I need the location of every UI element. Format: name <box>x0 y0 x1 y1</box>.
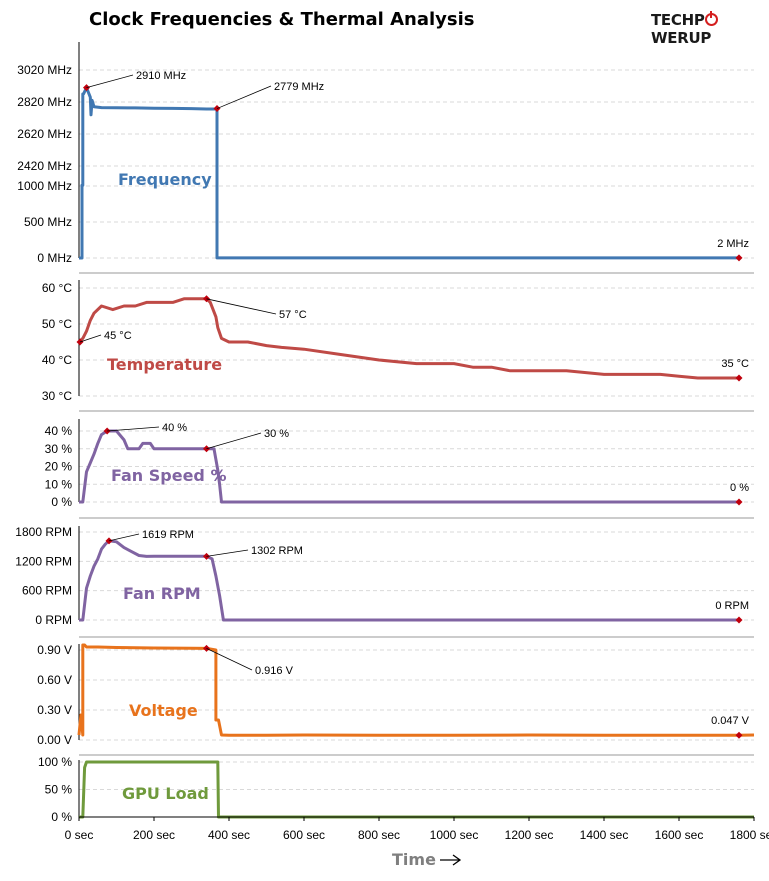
x-axis-tick-label: 1600 sec <box>655 828 704 842</box>
fan-speed-idle-label: 0 % <box>730 482 749 494</box>
fan-speed-sustained-leader <box>206 432 262 450</box>
power-icon <box>704 11 718 26</box>
x-axis-tick-label: 1800 sec <box>730 828 769 842</box>
fan-rpm-y-tick: 1800 RPM <box>15 525 72 539</box>
fan-speed-y-tick: 40 % <box>45 424 73 438</box>
voltage-series-line <box>77 643 755 737</box>
freq-y-tick: 500 MHz <box>24 215 72 229</box>
freq-sustained-label: 2779 MHz <box>274 81 324 93</box>
voltage-y-tick: 0.00 V <box>37 733 72 747</box>
temp-end-label: 35 °C <box>721 358 749 370</box>
voltage-panel-label: Voltage <box>129 701 198 720</box>
fan-rpm-peak-leader <box>108 533 140 542</box>
temp-y-tick: 30 °C <box>42 389 72 403</box>
frequency-series-line <box>79 86 739 260</box>
techpowerup-logo: TECHPWERUP <box>651 11 769 47</box>
freq-y-tick: 3020 MHz <box>17 63 72 77</box>
fan-speed-sustained-label: 30 % <box>264 428 289 440</box>
freq-y-tick: 0 MHz <box>37 251 72 265</box>
freq-y-tick: 1000 MHz <box>17 179 72 193</box>
x-axis-tick-label: 1200 sec <box>505 828 554 842</box>
freq-y-tick: 2820 MHz <box>17 95 72 109</box>
fan-rpm-sustained-leader <box>206 549 249 557</box>
fan-rpm-idle-marker <box>735 616 743 624</box>
temp-start-label: 45 °C <box>104 330 132 342</box>
fan-speed-panel-label: Fan Speed % <box>111 466 226 485</box>
temp-y-tick: 60 °C <box>42 281 72 295</box>
fan-rpm-peak-label: 1619 RPM <box>142 529 194 541</box>
fan-speed-peak-label: 40 % <box>162 422 187 434</box>
gpu-load-y-tick: 50 % <box>45 783 73 797</box>
voltage-sustained-label: 0.916 V <box>255 665 294 677</box>
fan-rpm-y-tick: 600 RPM <box>22 584 72 598</box>
gpu-load-panel-label: GPU Load <box>122 784 209 803</box>
fan-speed-y-tick: 0 % <box>51 495 72 509</box>
freq-axis-break <box>80 168 755 184</box>
freq-sustained-leader <box>216 85 272 109</box>
fan-rpm-panel-label: Fan RPM <box>123 584 201 603</box>
voltage-idle-marker <box>735 731 743 739</box>
fan-rpm-idle-label: 0 RPM <box>715 600 749 612</box>
fan-rpm-sustained-label: 1302 RPM <box>251 545 303 557</box>
x-axis-label: Time <box>392 850 436 869</box>
voltage-y-tick: 0.90 V <box>37 643 72 657</box>
frequency-panel-label: Frequency <box>118 170 212 189</box>
x-axis-tick-label: 600 sec <box>283 828 325 842</box>
freq-peak-label: 2910 MHz <box>136 70 186 82</box>
freq-y-tick: 2620 MHz <box>17 127 72 141</box>
freq-peak-leader <box>86 74 134 88</box>
fan-rpm-series-line <box>79 539 739 622</box>
voltage-sustained-leader <box>206 648 253 671</box>
temp-start-leader <box>79 334 102 343</box>
freq-idle-marker <box>735 254 743 262</box>
x-axis-tick-label: 0 sec <box>65 828 94 842</box>
temp-peak-leader <box>206 298 277 315</box>
chart-title: Clock Frequencies & Thermal Analysis <box>89 9 475 30</box>
temp-end-marker <box>735 374 743 382</box>
fan-speed-idle-marker <box>735 498 743 506</box>
fan-speed-series-line <box>79 429 739 504</box>
fan-speed-y-tick: 30 % <box>45 442 73 456</box>
temperature-panel-label: Temperature <box>107 355 222 374</box>
voltage-y-tick: 0.30 V <box>37 703 72 717</box>
gpu-load-y-tick: 100 % <box>38 755 72 769</box>
gpu-load-series-line <box>79 760 754 819</box>
arrow-right-icon <box>440 854 462 866</box>
temp-peak-label: 57 °C <box>279 309 307 321</box>
fan-speed-peak-leader <box>107 426 160 432</box>
freq-y-tick: 2420 MHz <box>17 159 72 173</box>
voltage-y-tick: 0.60 V <box>37 673 72 687</box>
voltage-idle-label: 0.047 V <box>711 715 750 727</box>
fan-speed-y-tick: 10 % <box>45 477 73 491</box>
freq-idle-label: 2 MHz <box>717 238 749 250</box>
x-axis-tick-label: 200 sec <box>133 828 175 842</box>
fan-speed-y-tick: 20 % <box>45 460 73 474</box>
fan-rpm-y-tick: 0 RPM <box>35 613 72 627</box>
temp-y-tick: 50 °C <box>42 317 72 331</box>
temp-y-tick: 40 °C <box>42 353 72 367</box>
x-axis-tick-label: 400 sec <box>208 828 250 842</box>
fan-rpm-y-tick: 1200 RPM <box>15 554 72 568</box>
temperature-series-line <box>77 297 739 380</box>
x-axis-tick-label: 800 sec <box>358 828 400 842</box>
x-axis-tick-label: 1000 sec <box>430 828 479 842</box>
x-axis-tick-label: 1400 sec <box>580 828 629 842</box>
gpu-load-y-tick: 0 % <box>51 810 72 824</box>
